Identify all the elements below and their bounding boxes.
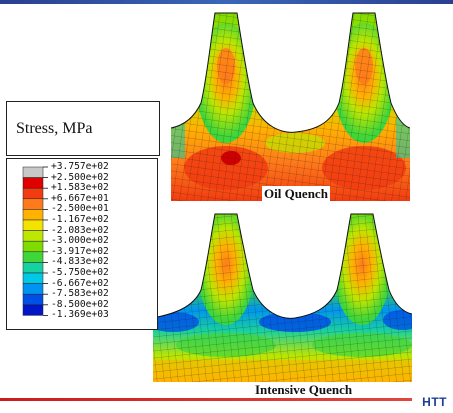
legend-swatch — [22, 240, 44, 253]
legend-swatch — [22, 251, 44, 263]
legend-swatch — [22, 198, 44, 210]
legend-level-label: -1.167e+02 — [51, 214, 109, 225]
legend-level-label: -3.000e+02 — [51, 235, 109, 247]
legend-swatch — [22, 219, 44, 231]
oil-quench-caption: Oil Quench — [262, 186, 330, 202]
legend-swatch — [22, 293, 44, 306]
legend-level-label: -4.833e+02 — [51, 256, 109, 268]
legend-level-label: -5.750e+02 — [51, 267, 109, 278]
legend-swatches — [22, 166, 48, 316]
legend-swatch — [22, 304, 44, 316]
intensive-quench-stress-plot — [153, 210, 412, 382]
legend-title-box: Stress, MPa — [6, 101, 160, 156]
legend-swatch — [22, 262, 44, 274]
legend-swatch — [22, 209, 44, 221]
legend-level-label: +6.667e+01 — [51, 192, 109, 204]
intensive-quench-caption: Intensive Quench — [255, 382, 353, 397]
legend-level-label: -3.917e+02 — [51, 245, 109, 257]
legend-level-label: +1.583e+02 — [51, 182, 109, 194]
legend-swatch — [22, 177, 44, 189]
legend-swatch — [22, 283, 44, 295]
legend-level-label: -2.500e+01 — [51, 203, 109, 215]
legend-level-label: +3.757e+02 — [51, 161, 109, 172]
legend-level-label: -2.083e+02 — [51, 224, 109, 236]
top-accent-rule — [0, 0, 453, 4]
legend-swatch — [22, 230, 44, 242]
legend-swatch — [22, 166, 44, 178]
legend-swatch — [22, 187, 44, 200]
legend-level-label: -6.667e+02 — [51, 277, 109, 289]
oil-quench-stress-plot — [171, 8, 410, 201]
legend-level-label: +2.500e+02 — [51, 171, 109, 183]
legend-swatch — [22, 272, 44, 284]
bottom-accent-rule — [0, 398, 412, 401]
legend-level-label: -8.500e+02 — [51, 298, 109, 310]
htt-logo: HTT — [422, 395, 447, 409]
stress-legend: +3.757e+02 +2.500e+02 +1.583e+02 +6.667e+01… — [6, 158, 158, 330]
legend-level-label: -7.583e+02 — [51, 288, 109, 300]
legend-level-label: -1.369e+03 — [51, 309, 109, 321]
legend-title: Stress, MPa — [16, 120, 93, 137]
